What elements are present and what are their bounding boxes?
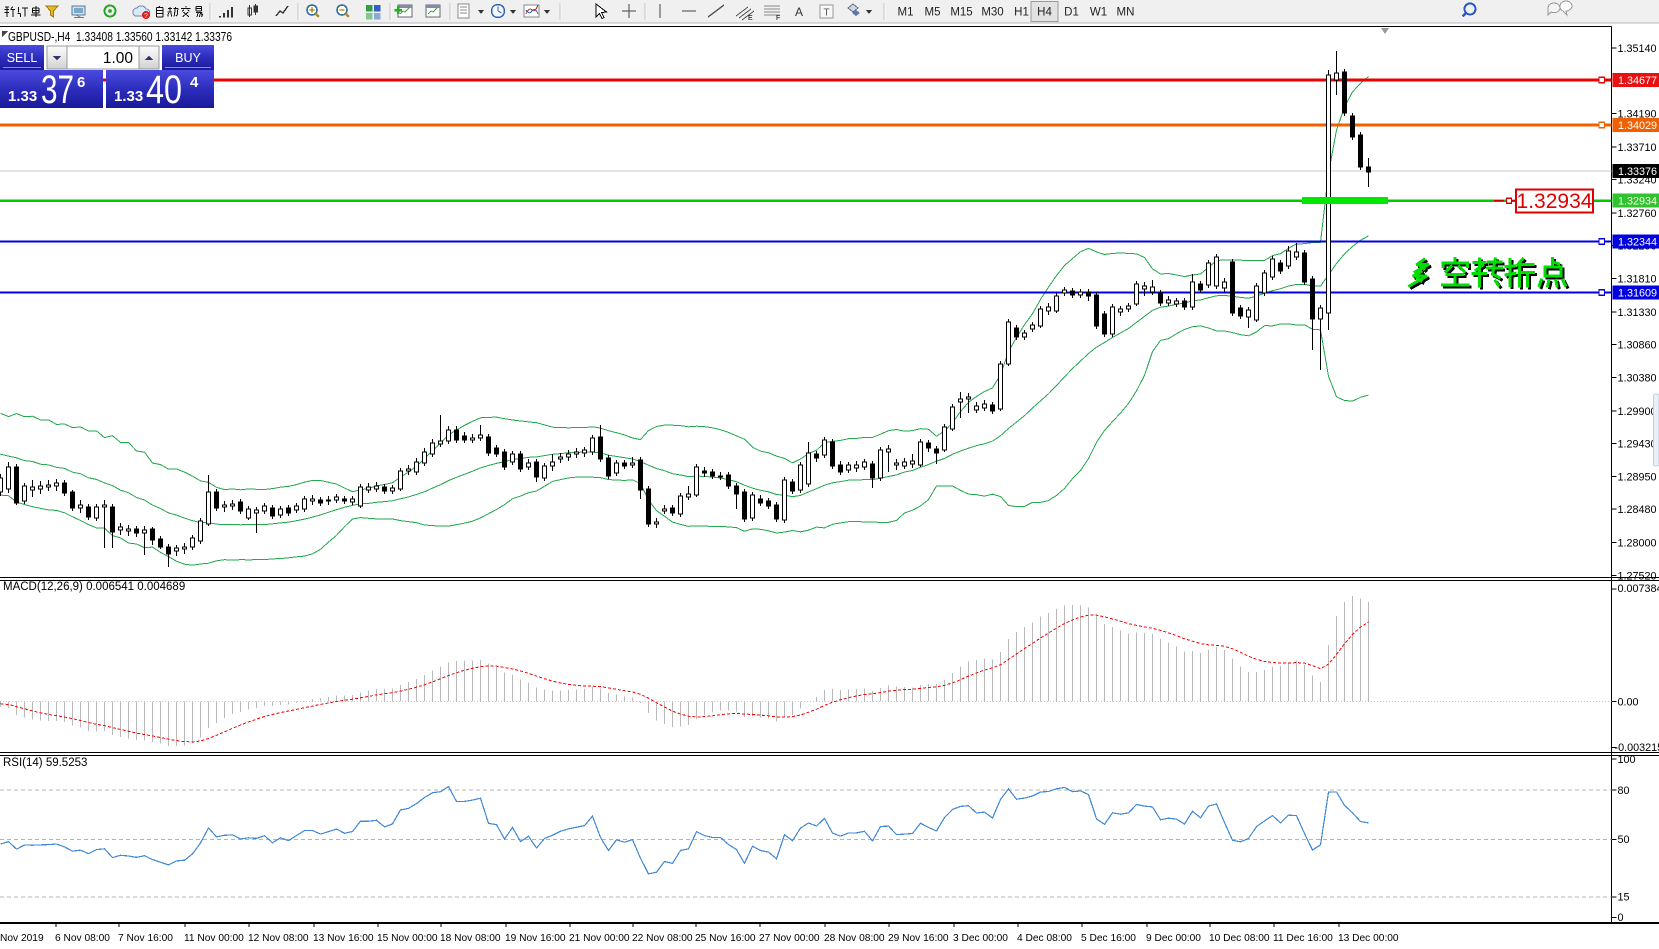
svg-text:12 Nov 08:00: 12 Nov 08:00	[248, 933, 309, 944]
svg-text:0: 0	[1618, 912, 1624, 924]
svg-text:1.28950: 1.28950	[1618, 472, 1657, 484]
svg-text:10 Dec 08:00: 10 Dec 08:00	[1209, 933, 1270, 944]
svg-text:15 Nov 00:00: 15 Nov 00:00	[377, 933, 438, 944]
svg-text:1.29900: 1.29900	[1618, 406, 1657, 418]
svg-text:1.33: 1.33	[8, 88, 37, 105]
svg-text:1.35140: 1.35140	[1618, 43, 1657, 55]
svg-text:11 Dec 16:00: 11 Dec 16:00	[1273, 933, 1333, 944]
svg-text:1.33376: 1.33376	[1618, 166, 1657, 178]
svg-text:1.28000: 1.28000	[1618, 537, 1657, 549]
svg-text:Nov 2019: Nov 2019	[0, 933, 44, 944]
svg-text:E: E	[748, 15, 753, 22]
svg-text:21 Nov 00:00: 21 Nov 00:00	[569, 933, 630, 944]
svg-text:1.31609: 1.31609	[1618, 288, 1657, 300]
svg-text:D1: D1	[1064, 7, 1079, 19]
svg-text:3 Dec 00:00: 3 Dec 00:00	[953, 933, 1008, 944]
svg-text:1.28480: 1.28480	[1618, 504, 1657, 516]
svg-text:H1: H1	[1014, 7, 1029, 19]
svg-text:1.30380: 1.30380	[1618, 373, 1657, 385]
svg-text:1.31330: 1.31330	[1618, 307, 1657, 319]
svg-text:13 Nov 16:00: 13 Nov 16:00	[313, 933, 374, 944]
svg-text:SELL: SELL	[7, 51, 38, 65]
svg-text:50: 50	[1618, 834, 1630, 846]
svg-text:5 Dec 16:00: 5 Dec 16:00	[1081, 933, 1136, 944]
svg-text:M5: M5	[925, 7, 941, 19]
svg-text:F: F	[776, 15, 780, 22]
svg-text:A: A	[795, 5, 803, 19]
svg-text:1.34677: 1.34677	[1618, 75, 1657, 87]
svg-text:0.007384: 0.007384	[1618, 583, 1659, 595]
svg-text:11 Nov 00:00: 11 Nov 00:00	[184, 933, 244, 944]
svg-text:1.31810: 1.31810	[1618, 274, 1657, 286]
svg-text:28 Nov 08:00: 28 Nov 08:00	[824, 933, 885, 944]
svg-text:80: 80	[1618, 785, 1630, 797]
svg-text:19 Nov 16:00: 19 Nov 16:00	[505, 933, 566, 944]
svg-text:-0.003215: -0.003215	[1615, 742, 1659, 754]
svg-text:1.00: 1.00	[103, 50, 134, 67]
svg-text:40: 40	[146, 68, 182, 112]
svg-text:100: 100	[1618, 754, 1636, 766]
svg-text:W1: W1	[1090, 7, 1107, 19]
svg-text:1.29430: 1.29430	[1618, 438, 1657, 450]
svg-text:6: 6	[77, 74, 85, 91]
svg-text:M30: M30	[981, 7, 1003, 19]
svg-text:1.34190: 1.34190	[1618, 109, 1657, 121]
svg-text:MN: MN	[1117, 7, 1135, 19]
svg-text:1.33710: 1.33710	[1618, 142, 1657, 154]
svg-text:1.32344: 1.32344	[1618, 237, 1657, 249]
svg-text:1.32934: 1.32934	[1618, 196, 1657, 208]
svg-text:7 Nov 16:00: 7 Nov 16:00	[118, 933, 173, 944]
svg-text:1.30860: 1.30860	[1618, 339, 1657, 351]
svg-text:BUY: BUY	[175, 51, 201, 65]
svg-text:25 Nov 16:00: 25 Nov 16:00	[695, 933, 756, 944]
svg-text:M15: M15	[950, 7, 972, 19]
svg-text:13 Dec 00:00: 13 Dec 00:00	[1338, 933, 1399, 944]
svg-text:RSI(14) 59.5253: RSI(14) 59.5253	[3, 757, 87, 769]
svg-text:0.00: 0.00	[1618, 697, 1639, 709]
svg-text:1.34029: 1.34029	[1618, 120, 1657, 132]
svg-text:4 Dec 08:00: 4 Dec 08:00	[1017, 933, 1072, 944]
svg-text:37: 37	[41, 68, 74, 112]
svg-text:T: T	[823, 8, 829, 19]
svg-text:1.33: 1.33	[114, 88, 143, 105]
svg-text:15: 15	[1618, 892, 1630, 904]
svg-text:1.27520: 1.27520	[1618, 571, 1657, 583]
svg-text:22 Nov 08:00: 22 Nov 08:00	[632, 933, 693, 944]
svg-text:27 Nov 00:00: 27 Nov 00:00	[759, 933, 820, 944]
svg-text:?: ?	[144, 13, 148, 20]
svg-text:4: 4	[190, 74, 199, 91]
svg-text:18 Nov 08:00: 18 Nov 08:00	[440, 933, 501, 944]
svg-text:29 Nov 16:00: 29 Nov 16:00	[888, 933, 949, 944]
svg-text:1.32934: 1.32934	[1517, 190, 1593, 213]
svg-text:GBPUSD-,H4 1.33408 1.33560 1.: GBPUSD-,H4 1.33408 1.33560 1.33142 1.333…	[8, 30, 232, 44]
svg-text:M1: M1	[898, 7, 914, 19]
svg-text:6 Nov 08:00: 6 Nov 08:00	[55, 933, 110, 944]
svg-text:H4: H4	[1037, 7, 1052, 19]
svg-text:MACD(12,26,9) 0.006541 0.00468: MACD(12,26,9) 0.006541 0.004689	[3, 581, 185, 593]
svg-text:9 Dec 00:00: 9 Dec 00:00	[1146, 933, 1201, 944]
svg-text:1.32760: 1.32760	[1618, 208, 1657, 220]
